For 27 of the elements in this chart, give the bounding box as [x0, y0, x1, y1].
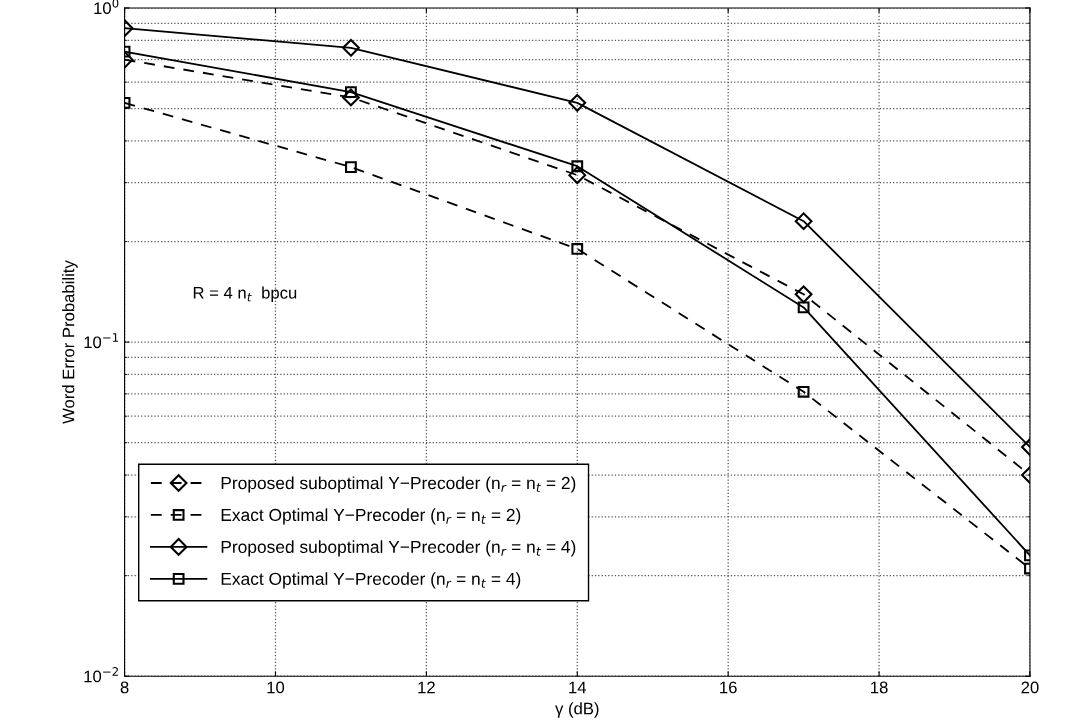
- x-axis-title: γ (dB): [555, 702, 599, 718]
- x-tick-label: 10: [267, 681, 285, 694]
- point: [568, 166, 587, 185]
- x-tick-label: 16: [720, 681, 737, 694]
- point: [342, 38, 360, 57]
- y-tick-label: 10$^{−2}$: [84, 667, 118, 683]
- point: [571, 160, 584, 173]
- y-axis-title: Word Error Probability: [62, 260, 78, 424]
- y-tick-label: 10$^{−1}$: [84, 333, 119, 349]
- legend-label: Exact Optimal Y−Precoder (n$_{r}$ = n$_{t}$ = 2): [221, 508, 521, 525]
- x-tick-label: 18: [871, 681, 888, 694]
- x-tick-label: 14: [569, 681, 587, 694]
- point: [568, 93, 587, 112]
- point: [794, 212, 813, 231]
- legend-label: Proposed suboptimal Y−Precoder (n$_{r}$ = n$_{t}$ = 2): [221, 476, 576, 493]
- point: [345, 161, 357, 173]
- point: [342, 88, 360, 107]
- legend-label: Exact Optimal Y−Precoder (n$_{r}$ = n$_{t}$ = 4): [221, 572, 521, 589]
- annotation: R = 4 n$_{t}$ bpcu: [193, 286, 297, 303]
- point: [797, 385, 810, 398]
- point: [794, 285, 813, 304]
- x-tick-label: 8: [120, 681, 129, 694]
- legend-label: Proposed suboptimal Y−Precoder (n$_{r}$ = n$_{t}$ = 4): [221, 540, 576, 557]
- x-tick-label: 12: [418, 681, 435, 694]
- point: [571, 243, 584, 255]
- x-tick-label: 20: [1021, 681, 1039, 694]
- point: [797, 301, 810, 314]
